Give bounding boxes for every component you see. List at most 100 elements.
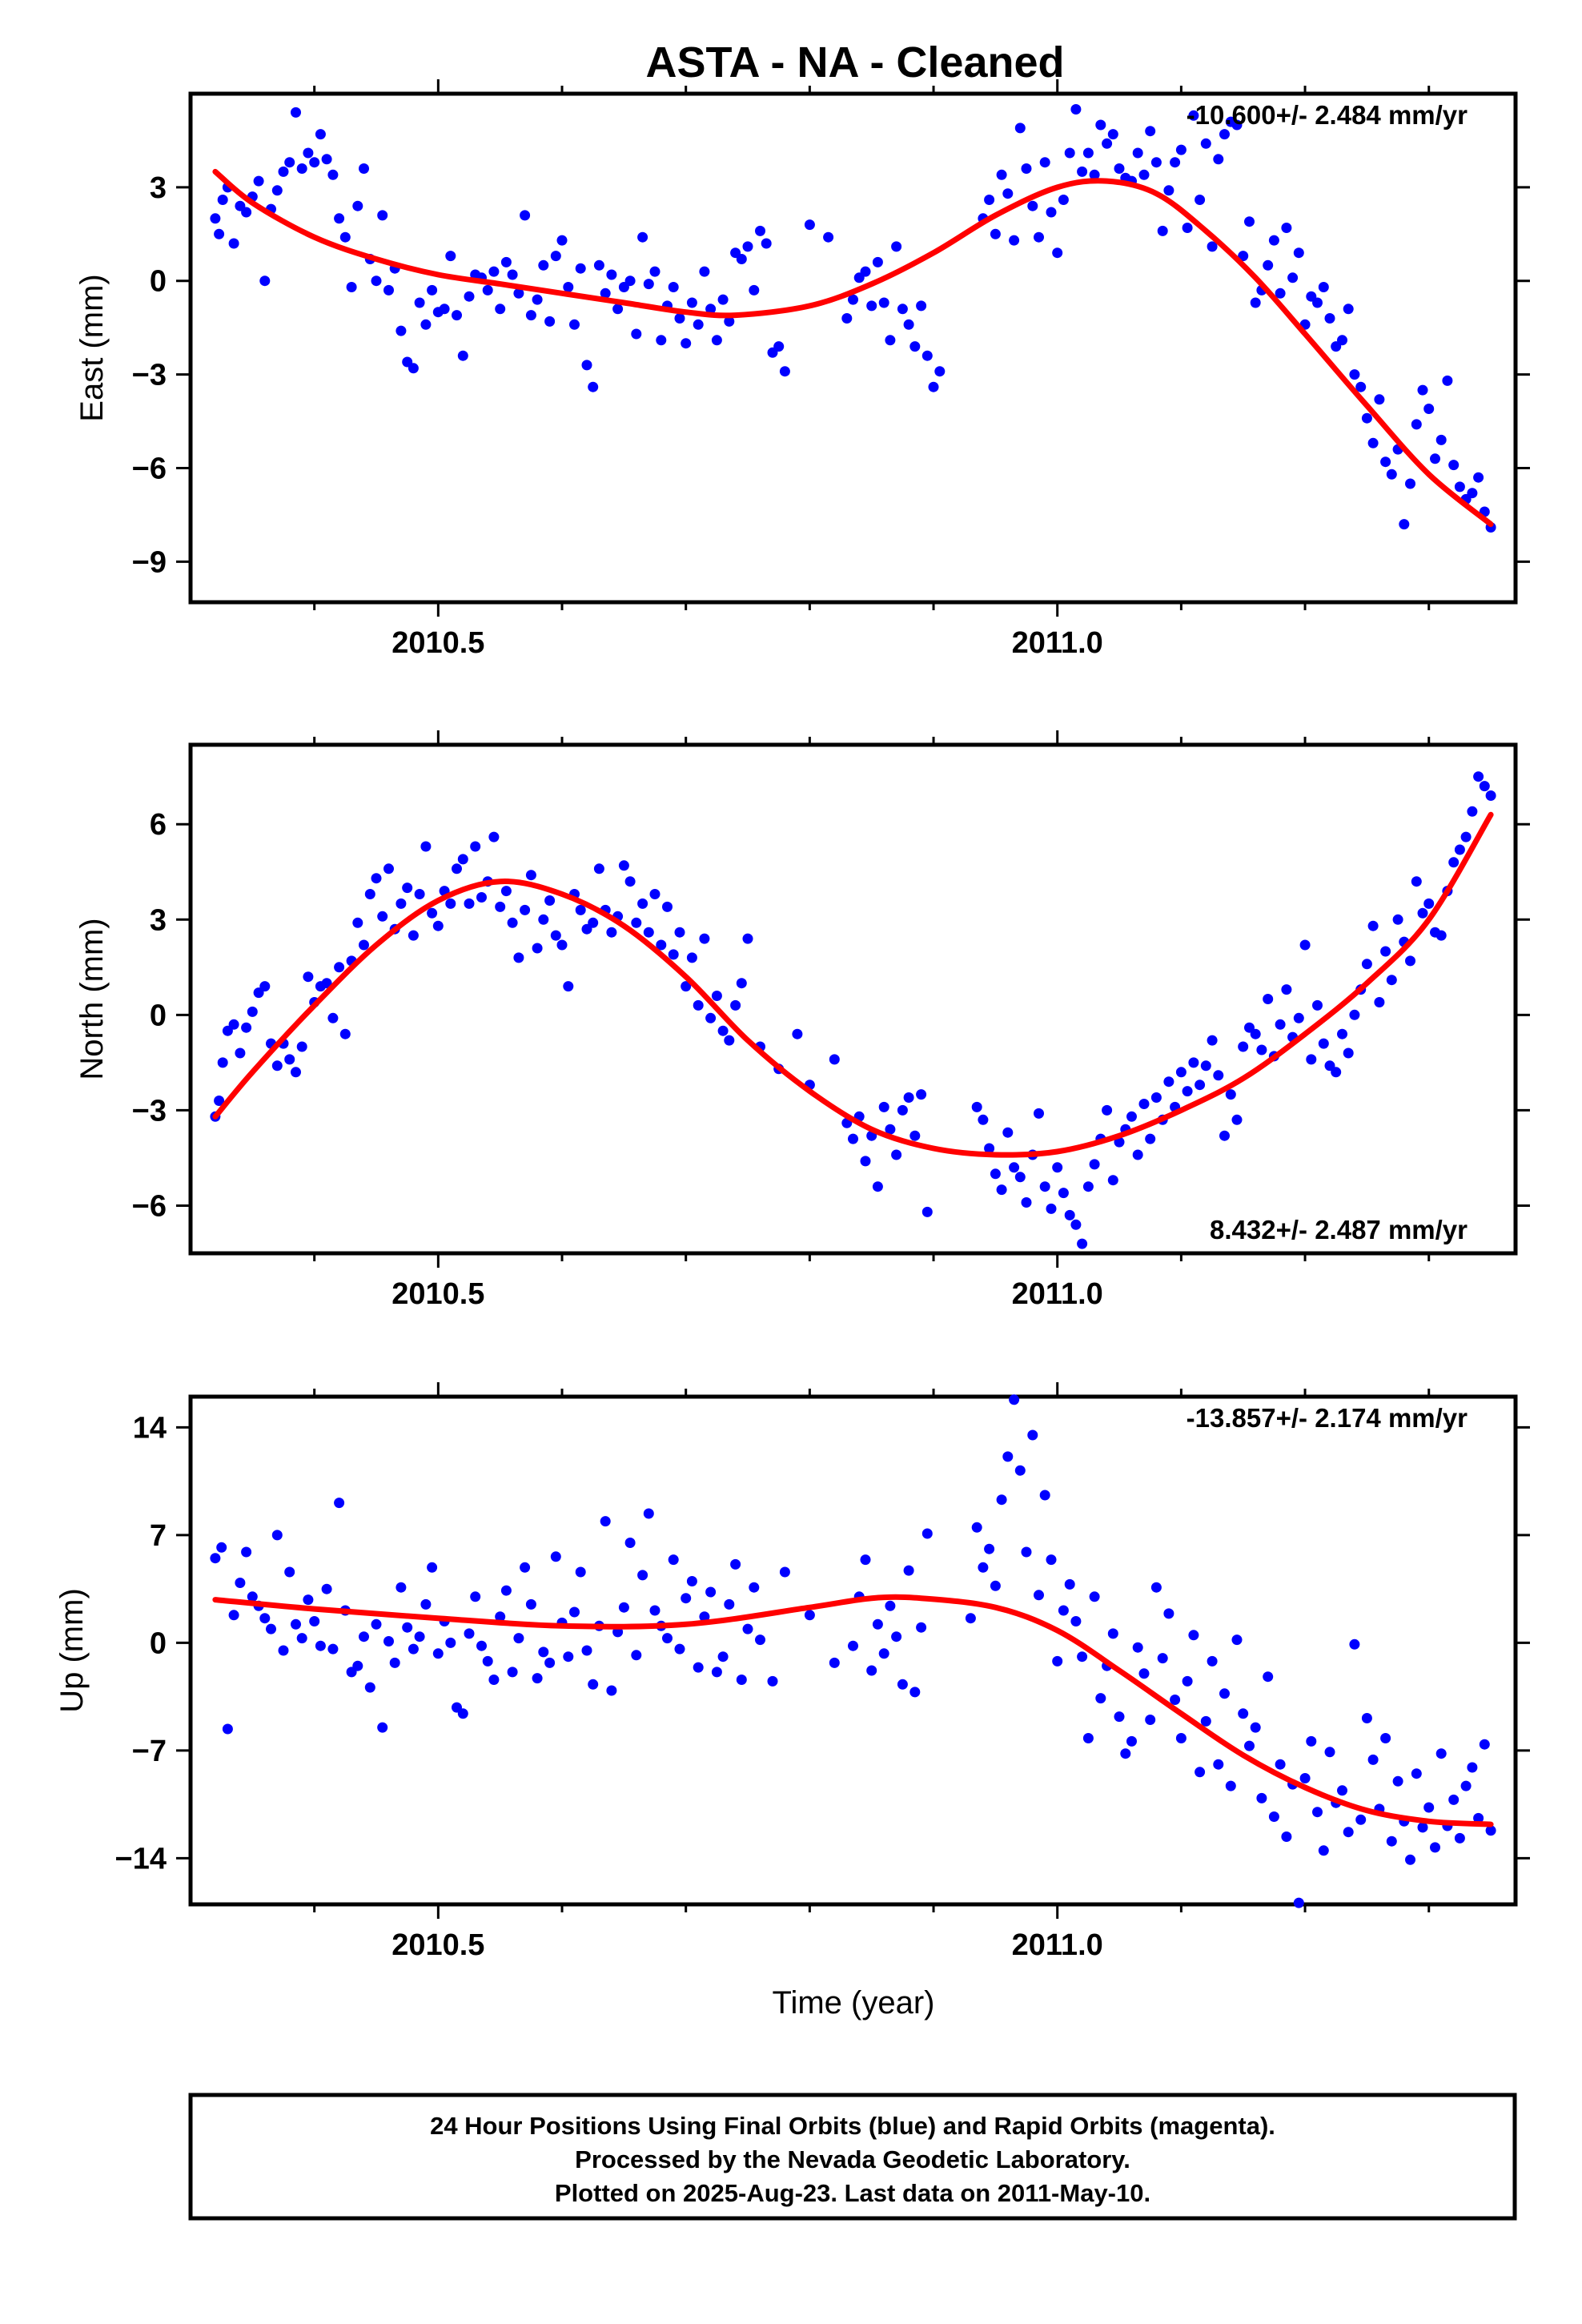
up-point-38 <box>445 1637 456 1648</box>
east-point-58 <box>563 282 574 292</box>
up-point-161 <box>1306 1735 1317 1747</box>
north-point-48 <box>500 886 512 897</box>
up-point-6 <box>247 1591 258 1602</box>
east-point-1 <box>214 228 225 239</box>
up-point-149 <box>1231 1634 1243 1646</box>
east-point-173 <box>1355 381 1367 392</box>
north-point-41 <box>457 854 468 865</box>
up-point-77 <box>686 1576 697 1586</box>
east-point-192 <box>1473 472 1484 483</box>
east-point-188 <box>1448 460 1460 471</box>
up-point-144 <box>1200 1715 1211 1727</box>
east-point-170 <box>1337 335 1347 346</box>
up-point-111 <box>996 1494 1007 1506</box>
east-point-122 <box>1039 157 1050 168</box>
east-point-56 <box>550 251 561 262</box>
up-point-3 <box>228 1610 239 1621</box>
north-point-71 <box>643 927 654 938</box>
up-point-14 <box>296 1633 307 1644</box>
up-point-155 <box>1268 1811 1279 1822</box>
north-point-26 <box>364 889 375 899</box>
north-point-133 <box>1132 1149 1143 1160</box>
north-point-115 <box>1021 1197 1032 1208</box>
north-point-32 <box>402 883 413 894</box>
north-point-14 <box>291 1067 301 1078</box>
up-point-0 <box>210 1553 221 1564</box>
east-point-13 <box>284 157 295 168</box>
east-point-83 <box>717 294 729 305</box>
up-point-64 <box>606 1685 617 1696</box>
east-point-36 <box>427 284 438 296</box>
north-point-80 <box>699 933 710 944</box>
east-point-167 <box>1318 282 1329 292</box>
east-point-130 <box>1089 169 1100 180</box>
north-points <box>210 771 1496 1249</box>
north-fit-line <box>212 811 1494 1158</box>
up-point-166 <box>1337 1785 1347 1796</box>
east-point-63 <box>593 259 604 271</box>
up-point-60 <box>581 1645 592 1656</box>
east-point-113 <box>984 195 995 205</box>
east-point-123 <box>1046 207 1057 218</box>
north-point-160 <box>1299 939 1311 951</box>
up-x-tick-label-1: 2011.0 <box>1012 1928 1103 1962</box>
up-point-70 <box>643 1508 654 1519</box>
east-point-151 <box>1219 129 1230 140</box>
footer-line-3: Plotted on 2025-Aug-23. Last data on 201… <box>555 2179 1150 2207</box>
north-point-24 <box>352 917 363 928</box>
up-point-87 <box>749 1582 760 1593</box>
east-point-174 <box>1361 412 1372 424</box>
north-point-171 <box>1367 920 1379 931</box>
east-point-0 <box>210 213 221 224</box>
north-point-20 <box>327 1012 339 1023</box>
east-plot-frame <box>188 91 1518 605</box>
up-point-41 <box>464 1628 475 1639</box>
up-point-130 <box>1114 1711 1125 1723</box>
up-point-13 <box>291 1618 301 1630</box>
east-point-97 <box>848 294 858 305</box>
up-point-148 <box>1225 1780 1236 1791</box>
up-point-90 <box>779 1566 790 1578</box>
east-point-131 <box>1095 119 1106 131</box>
up-point-143 <box>1195 1767 1206 1778</box>
north-point-174 <box>1386 975 1397 986</box>
east-point-76 <box>674 313 685 324</box>
north-point-151 <box>1244 1022 1255 1033</box>
up-point-122 <box>1064 1578 1075 1590</box>
up-point-55 <box>550 1551 561 1562</box>
east-point-100 <box>866 300 877 312</box>
east-point-80 <box>699 266 710 277</box>
north-point-85 <box>730 999 741 1011</box>
north-point-99 <box>878 1101 889 1112</box>
north-point-168 <box>1349 1009 1360 1020</box>
north-point-35 <box>420 841 432 852</box>
up-point-46 <box>495 1611 506 1622</box>
east-point-191 <box>1467 488 1478 499</box>
up-plot-frame <box>188 1394 1518 1907</box>
east-point-21 <box>334 213 345 224</box>
up-point-26 <box>371 1618 382 1630</box>
up-point-4 <box>235 1578 246 1588</box>
up-point-83 <box>724 1598 735 1610</box>
east-point-120 <box>1027 200 1038 211</box>
north-point-107 <box>971 1101 982 1112</box>
north-point-185 <box>1454 844 1465 855</box>
east-x-tick-label-0: 2010.5 <box>391 626 484 660</box>
north-y-tick-label-1: 3 <box>150 903 167 937</box>
up-point-11 <box>278 1645 289 1656</box>
east-point-153 <box>1231 119 1243 131</box>
north-point-112 <box>1002 1127 1014 1138</box>
east-point-39 <box>445 251 456 262</box>
up-point-103 <box>909 1687 921 1698</box>
up-point-42 <box>470 1591 481 1602</box>
up-point-85 <box>736 1675 747 1685</box>
north-point-178 <box>1411 876 1422 887</box>
north-point-113 <box>1009 1162 1020 1173</box>
up-point-97 <box>872 1618 883 1630</box>
up-point-61 <box>588 1679 599 1690</box>
north-point-186 <box>1460 831 1472 842</box>
east-point-73 <box>656 335 667 346</box>
east-point-116 <box>1002 188 1014 199</box>
north-point-92 <box>829 1054 840 1065</box>
up-point-12 <box>284 1566 295 1578</box>
